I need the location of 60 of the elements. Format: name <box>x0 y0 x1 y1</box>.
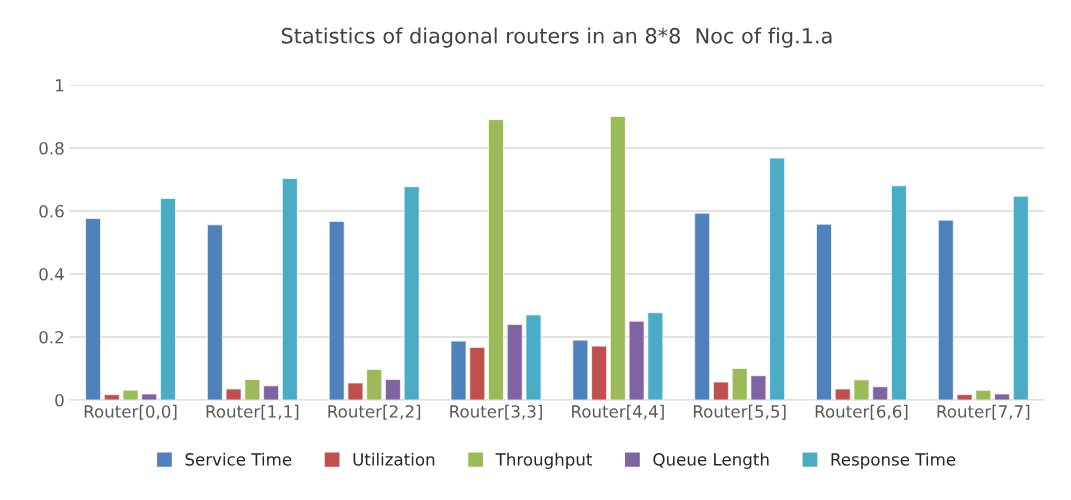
bar <box>1012 195 1029 400</box>
bar <box>891 185 907 400</box>
bar <box>366 369 383 400</box>
x-tick-label: Router[7,7] <box>937 404 1030 420</box>
chart-title: Statistics of diagonal routers in an 8*8 Noc of fig.1.a <box>281 27 832 48</box>
legend-label: Throughput <box>495 452 593 469</box>
bar <box>572 339 589 400</box>
y-tick-label: 0.4 <box>39 267 64 281</box>
y-tick-label: 0.8 <box>39 141 64 155</box>
y-tick-label: 0.6 <box>39 204 64 218</box>
bar <box>225 388 242 400</box>
y-tick-label: 0 <box>55 393 64 407</box>
x-tick-label: Router[3,3] <box>450 404 542 420</box>
bar <box>750 375 767 400</box>
bar <box>647 312 664 400</box>
bar <box>872 386 889 400</box>
bar <box>956 394 973 400</box>
legend-label: Response Time <box>831 452 956 469</box>
bar <box>244 379 261 400</box>
bar <box>628 320 645 400</box>
x-tick-label: Router[1,1] <box>206 404 299 420</box>
x-tick-label: Router[4,4] <box>572 404 664 420</box>
bar <box>937 219 954 400</box>
y-tick-label: 0.2 <box>39 330 64 344</box>
bar <box>403 186 420 400</box>
bar <box>834 388 851 400</box>
bar <box>469 347 486 400</box>
bar <box>141 393 158 400</box>
bar <box>160 198 176 400</box>
bar <box>103 394 120 400</box>
x-tick-label: Router[5,5] <box>693 404 786 420</box>
x-tick-label: Router[6,6] <box>815 404 908 420</box>
legend-label: Service Time <box>185 452 292 466</box>
bar <box>347 382 364 400</box>
bar <box>816 223 832 400</box>
bar <box>525 314 542 400</box>
bar <box>122 389 139 400</box>
bar <box>207 224 223 400</box>
bar <box>769 157 785 400</box>
bar <box>85 218 101 400</box>
bar <box>328 221 345 400</box>
bar <box>694 212 711 400</box>
bar <box>609 116 626 400</box>
bar <box>281 178 298 400</box>
bar <box>994 393 1010 400</box>
bar <box>385 379 401 400</box>
bar <box>591 345 607 400</box>
y-tick-label: 1 <box>55 79 64 92</box>
bar <box>506 324 523 400</box>
bar <box>731 368 748 400</box>
legend-label: Queue Length <box>653 452 769 469</box>
legend-label: Utilization <box>353 452 435 466</box>
x-tick-label: Router[0,0] <box>84 404 177 420</box>
bar <box>450 340 467 400</box>
bar <box>853 379 870 400</box>
bar <box>488 119 504 400</box>
bar <box>263 385 279 400</box>
bar <box>713 381 729 400</box>
x-tick-label: Router[2,2] <box>328 404 421 420</box>
bar <box>975 389 992 400</box>
